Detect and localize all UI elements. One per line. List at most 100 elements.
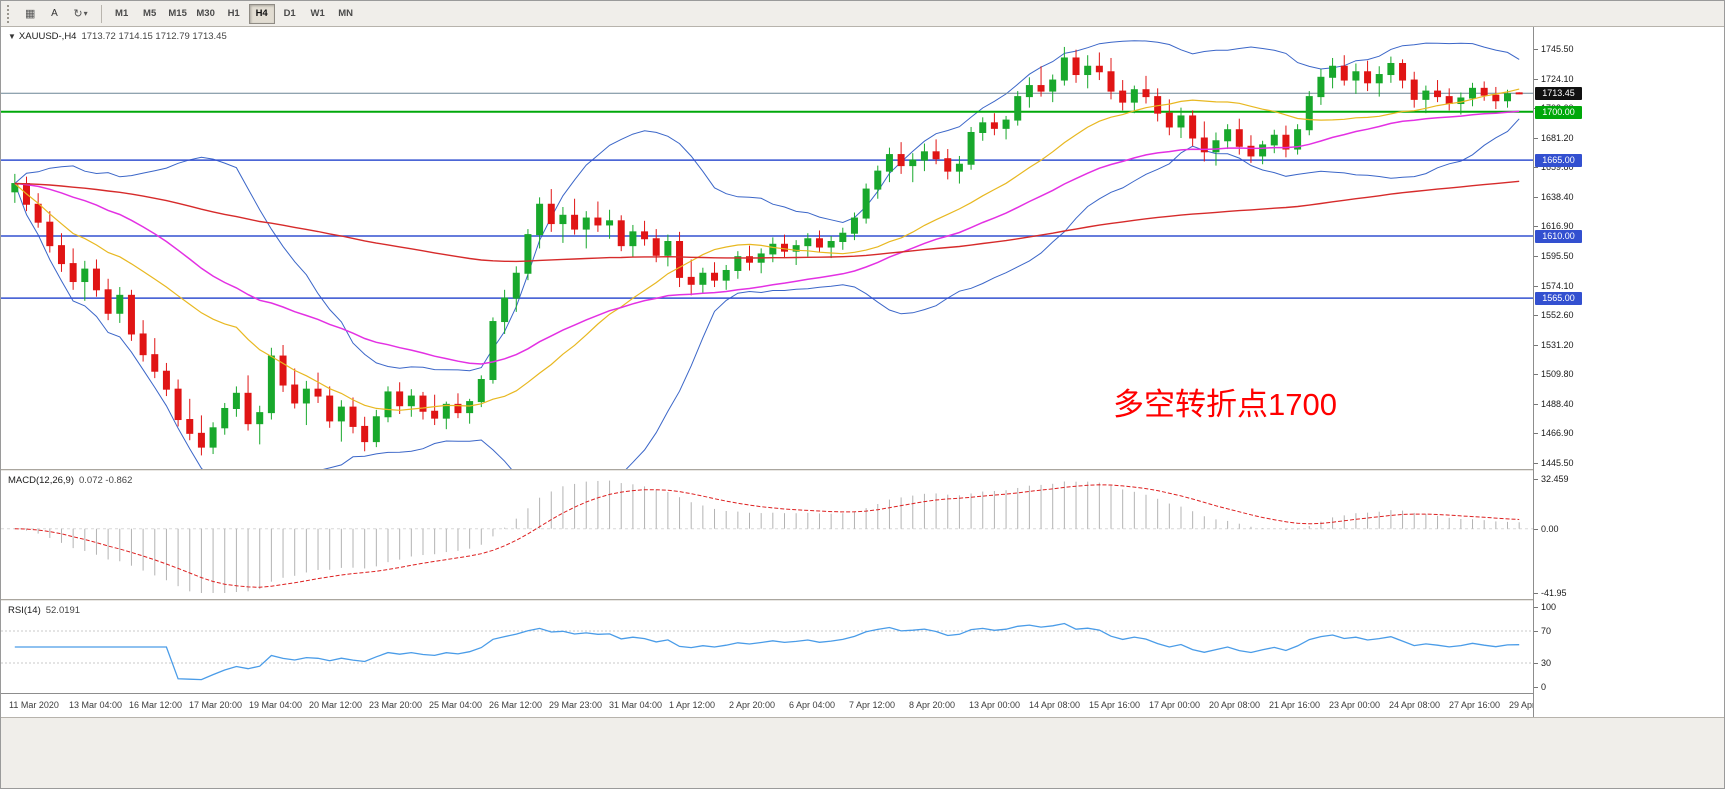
rsi-tick-label: 100 xyxy=(1541,602,1557,612)
candle xyxy=(629,224,637,257)
candle xyxy=(606,209,614,239)
candle xyxy=(442,401,450,430)
candle xyxy=(1294,124,1302,155)
timeframe-button-w1[interactable]: W1 xyxy=(310,8,325,19)
candle xyxy=(1142,75,1150,104)
candle xyxy=(151,338,159,379)
toolbar-separator xyxy=(100,4,102,23)
candle xyxy=(711,262,719,288)
candle xyxy=(361,416,369,452)
macd-chart-surface[interactable] xyxy=(1,471,1533,599)
timeframe-button-d1[interactable]: D1 xyxy=(283,8,296,19)
chart-title[interactable]: ▼ XAUUSD-,H4 1713.72 1714.15 1712.79 1713.… xyxy=(8,31,227,42)
price-tick-mark xyxy=(1534,196,1538,198)
price-tick-label: 1574.10 xyxy=(1541,280,1574,291)
candle xyxy=(1329,57,1337,89)
time-axis-label: 15 Apr 16:00 xyxy=(1089,700,1141,710)
candle xyxy=(1410,71,1418,108)
candle xyxy=(1469,82,1477,107)
price-tick-mark xyxy=(1534,285,1538,287)
symbol-dropdown-icon[interactable]: ▼ xyxy=(8,32,16,41)
price-tick-label: 1745.50 xyxy=(1541,44,1574,54)
candle xyxy=(489,317,497,384)
candle xyxy=(1049,74,1057,103)
candle xyxy=(687,259,695,296)
candle xyxy=(209,422,217,455)
candle xyxy=(174,379,182,427)
price-tick-mark xyxy=(1534,374,1538,376)
candle xyxy=(279,345,287,392)
candle xyxy=(1119,80,1127,111)
ohlc-values: 1713.72 1714.15 1712.79 1713.45 xyxy=(81,31,227,42)
timeframe-button-m30[interactable]: M30 xyxy=(196,8,215,19)
candle xyxy=(617,215,625,252)
candle xyxy=(862,183,870,224)
panel-separator[interactable] xyxy=(1,469,1724,471)
rsi-chart-surface[interactable] xyxy=(1,601,1533,693)
candle xyxy=(127,289,135,341)
candle xyxy=(11,173,19,203)
price-scale[interactable]: 1745.501724.101702.601681.201659.801638.… xyxy=(1533,27,1724,717)
cycle-symbols-icon[interactable]: ↻ ▾ xyxy=(67,4,93,24)
time-axis-label: 8 Apr 20:00 xyxy=(909,700,956,710)
macd-tick-mark xyxy=(1534,528,1538,530)
price-badge-1665-00: 1665.00 xyxy=(1535,154,1582,168)
time-axis-label: 20 Mar 12:00 xyxy=(309,700,363,710)
timeframe-button-m15[interactable]: M15 xyxy=(168,8,187,19)
candle xyxy=(967,126,975,170)
candle xyxy=(1107,57,1115,100)
panel-separator[interactable] xyxy=(1,599,1724,601)
candle xyxy=(524,229,532,281)
candle xyxy=(162,362,170,397)
timeframe-button-m1[interactable]: M1 xyxy=(115,8,129,19)
candle xyxy=(1177,107,1185,139)
candle xyxy=(197,415,205,456)
candlestick-chart-surface[interactable] xyxy=(1,27,1533,469)
candlestick-series xyxy=(11,46,1523,456)
candle xyxy=(34,193,42,228)
time-axis[interactable]: 11 Mar 2020 13 Mar 04:00 16 Mar 12:00 17 Ma… xyxy=(1,693,1724,717)
candle xyxy=(186,398,194,441)
toolbar-drag-handle[interactable] xyxy=(7,4,13,23)
candle xyxy=(979,117,987,141)
candle xyxy=(897,142,905,174)
text-annotation[interactable]: 多空转折点1700 xyxy=(1113,387,1337,422)
candle xyxy=(932,139,940,165)
candle xyxy=(676,231,684,288)
candle xyxy=(337,400,345,442)
candle xyxy=(256,405,264,445)
candle xyxy=(1317,69,1325,105)
time-axis-label: 17 Apr 00:00 xyxy=(1149,700,1201,710)
timeframe-button-m5[interactable]: M5 xyxy=(143,8,157,19)
candle xyxy=(1352,63,1360,94)
candle xyxy=(641,220,649,246)
timeframe-button-h4[interactable]: H4 xyxy=(248,3,275,24)
ema40-line xyxy=(14,110,1520,365)
chart-grid-icon[interactable]: ▦ xyxy=(25,8,36,20)
rsi-tick-mark xyxy=(1534,631,1538,632)
candle xyxy=(372,409,380,448)
symbol-label: XAUUSD-,H4 xyxy=(18,31,77,42)
macd-tick-label: -41.95 xyxy=(1541,588,1567,598)
price-tick-label: 1488.40 xyxy=(1541,398,1574,409)
rsi-indicator-name: RSI(14) xyxy=(8,605,41,616)
candle xyxy=(1375,66,1383,97)
price-tick-mark xyxy=(1534,49,1538,50)
candle xyxy=(1270,129,1278,154)
time-axis-label: 19 Mar 04:00 xyxy=(249,700,303,710)
candle xyxy=(1130,85,1138,114)
price-tick-label: 1552.60 xyxy=(1541,310,1574,321)
ema160-line xyxy=(14,180,1520,263)
candle xyxy=(944,149,952,180)
timeframe-button-mn[interactable]: MN xyxy=(338,8,354,19)
timeframe-button-h1[interactable]: H1 xyxy=(227,8,240,19)
candle xyxy=(1084,55,1092,89)
text-tool-button[interactable]: A xyxy=(51,8,58,19)
candle xyxy=(594,201,602,232)
rsi-tick-label: 0 xyxy=(1541,682,1547,692)
macd-panel: MACD(12,26,9) 0.072 -0.862 xyxy=(1,471,1533,599)
bollinger-lower-line xyxy=(14,118,1520,469)
candle xyxy=(267,347,275,420)
candle xyxy=(780,234,788,259)
